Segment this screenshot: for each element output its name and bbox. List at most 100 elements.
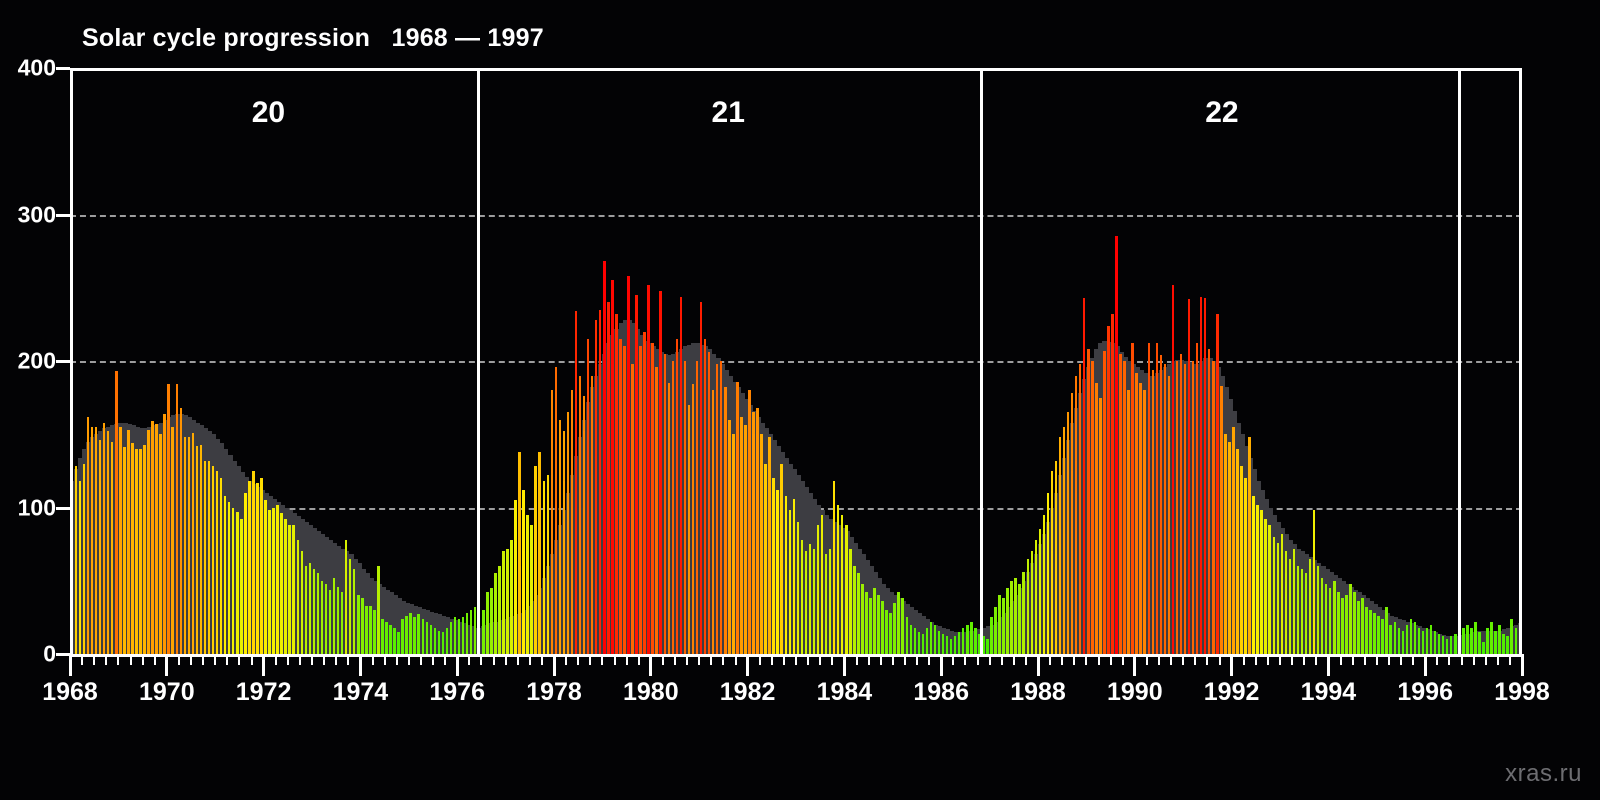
monthly-bar <box>1078 363 1082 654</box>
x-axis-minor-tick <box>492 654 495 665</box>
monthly-bar <box>490 588 493 654</box>
x-axis-major-tick <box>1520 654 1524 676</box>
monthly-bar <box>1268 525 1271 654</box>
monthly-bar <box>1462 627 1465 654</box>
monthly-bar <box>453 617 457 654</box>
x-axis-major-tick <box>1326 654 1330 676</box>
monthly-bar <box>1167 375 1171 654</box>
x-axis-minor-tick <box>298 654 301 665</box>
x-axis-minor-tick <box>383 654 386 665</box>
x-axis-minor-tick <box>1158 654 1160 665</box>
monthly-bar <box>1054 460 1058 654</box>
monthly-bar <box>1401 630 1405 654</box>
monthly-bar <box>1353 592 1356 654</box>
x-axis-minor-tick <box>1279 654 1281 665</box>
x-axis-minor-tick <box>238 654 241 665</box>
monthly-bar <box>764 463 767 654</box>
monthly-bar <box>869 598 872 654</box>
monthly-bar <box>1236 448 1239 654</box>
monthly-bar <box>1058 437 1062 654</box>
x-axis-major-tick <box>455 654 459 676</box>
monthly-bar <box>865 592 868 654</box>
monthly-bar <box>917 632 921 654</box>
monthly-bar <box>970 621 973 654</box>
monthly-bar <box>1308 558 1312 654</box>
monthly-bar <box>296 539 299 654</box>
y-axis-tick-label: 0 <box>43 640 56 667</box>
x-axis-minor-tick <box>480 654 483 665</box>
monthly-bar <box>1042 514 1046 654</box>
monthly-bar <box>381 618 384 654</box>
x-axis-minor-tick <box>855 654 858 665</box>
monthly-bar <box>776 489 779 654</box>
x-axis-minor-tick <box>407 654 410 665</box>
monthly-bar <box>280 513 283 654</box>
monthly-bar <box>691 384 695 654</box>
monthly-bar <box>1014 577 1017 654</box>
y-axis-tick-label: 100 <box>17 494 56 520</box>
monthly-bar <box>1337 592 1340 654</box>
monthly-bar <box>812 548 816 654</box>
monthly-bar <box>195 445 199 654</box>
monthly-bar <box>385 621 388 654</box>
x-axis-minor-tick <box>1254 654 1257 665</box>
monthly-bar <box>94 426 98 654</box>
monthly-bar <box>155 424 158 654</box>
monthly-bar <box>502 551 505 654</box>
x-axis-minor-tick <box>819 654 822 665</box>
x-axis-minor-tick <box>891 654 894 665</box>
monthly-bar <box>873 588 876 654</box>
monthly-bar <box>1498 624 1501 654</box>
monthly-bar <box>695 361 699 654</box>
monthly-bar <box>1034 539 1038 654</box>
monthly-bar <box>320 580 324 654</box>
monthly-bar <box>211 466 215 654</box>
monthly-bar <box>1244 478 1247 654</box>
monthly-bar <box>998 595 1001 654</box>
monthly-bar <box>1506 636 1509 654</box>
monthly-bar <box>849 548 852 654</box>
monthly-bar <box>1212 361 1215 654</box>
monthly-bar <box>494 573 497 654</box>
x-axis-minor-tick <box>928 654 931 665</box>
monthly-bar <box>675 339 679 654</box>
monthly-bar <box>929 621 933 654</box>
monthly-bar <box>324 583 328 654</box>
monthly-bar <box>715 363 719 654</box>
x-axis-minor-tick <box>637 654 640 665</box>
monthly-bar <box>365 605 368 654</box>
page-title: Solar cycle progression 1968 — 1997 <box>82 24 544 52</box>
monthly-bar <box>832 481 836 654</box>
monthly-bar <box>352 569 356 654</box>
monthly-bar <box>756 407 759 654</box>
x-axis-minor-tick <box>323 654 326 665</box>
x-axis-major-tick <box>1036 654 1040 676</box>
monthly-bar <box>147 429 150 654</box>
monthly-bar <box>1175 361 1179 654</box>
monthly-bar <box>1207 349 1211 654</box>
monthly-bar <box>538 451 541 654</box>
monthly-bar <box>231 507 235 654</box>
monthly-bar <box>1022 571 1025 654</box>
x-axis-major-tick <box>552 654 556 676</box>
monthly-bar <box>1099 397 1102 654</box>
x-axis-minor-tick <box>625 654 628 665</box>
monthly-bar <box>469 610 473 654</box>
monthly-bar <box>1151 369 1155 654</box>
monthly-bar <box>106 431 110 654</box>
monthly-bar <box>207 460 211 654</box>
monthly-bar <box>131 443 134 654</box>
x-axis-minor-tick <box>1145 654 1148 665</box>
monthly-bar <box>506 548 509 654</box>
monthly-bar <box>611 280 614 654</box>
y-axis-tick-mark <box>56 506 70 510</box>
x-axis-minor-tick <box>141 654 144 665</box>
monthly-bar <box>732 434 735 654</box>
x-axis-minor-tick <box>674 654 676 665</box>
monthly-bar <box>893 602 896 654</box>
monthly-bar <box>921 633 925 654</box>
monthly-bar <box>514 500 517 654</box>
x-axis-minor-tick <box>274 654 277 665</box>
smoothed-area-segment <box>396 598 402 654</box>
monthly-bar <box>1369 610 1372 654</box>
